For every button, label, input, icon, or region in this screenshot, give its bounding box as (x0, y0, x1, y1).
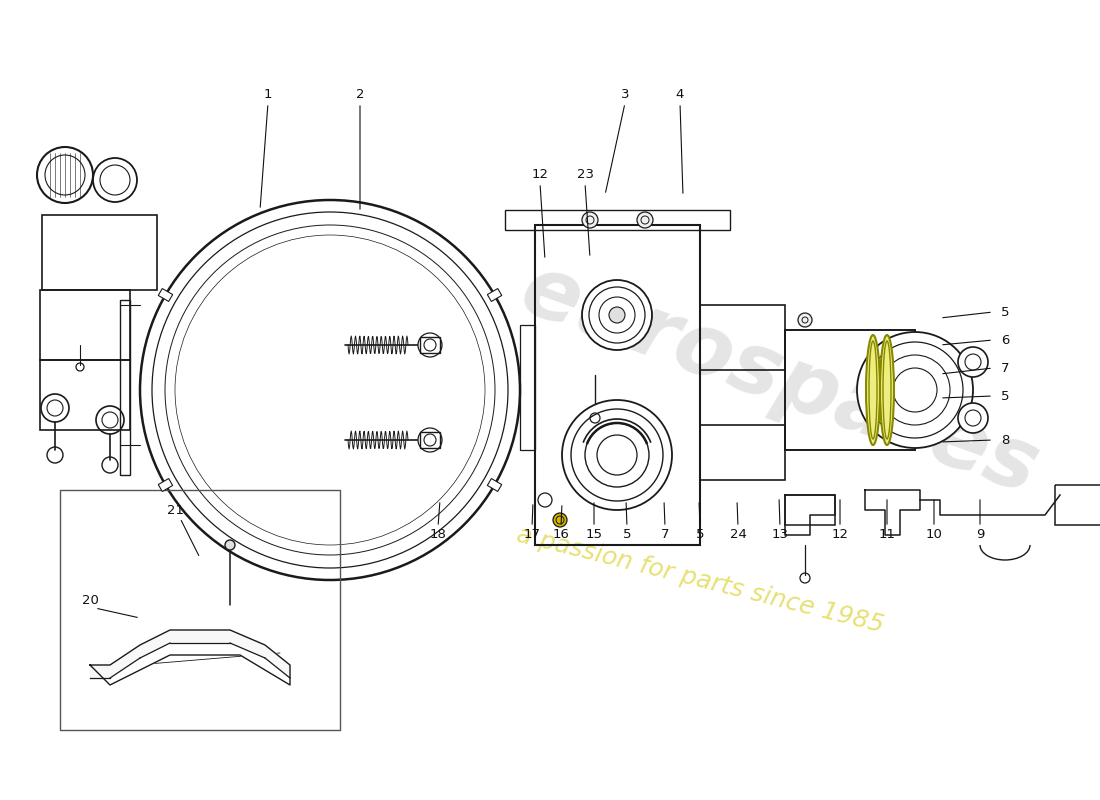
Polygon shape (230, 630, 265, 658)
Polygon shape (170, 630, 230, 643)
Polygon shape (140, 630, 170, 658)
Bar (120, 300, 130, 475)
Bar (1055, 485, 1100, 525)
Circle shape (609, 307, 625, 323)
Ellipse shape (883, 341, 891, 439)
Text: 5: 5 (623, 529, 631, 542)
Polygon shape (265, 645, 290, 678)
Ellipse shape (869, 341, 877, 439)
Text: 2: 2 (355, 89, 364, 102)
Circle shape (857, 332, 974, 448)
Text: 18: 18 (430, 529, 447, 542)
Text: 16: 16 (552, 529, 570, 542)
Circle shape (637, 212, 653, 228)
Polygon shape (90, 665, 110, 678)
Polygon shape (90, 630, 290, 685)
Bar (40, 290, 130, 360)
Bar (700, 425, 785, 480)
Bar (40, 360, 130, 430)
Bar (420, 432, 440, 448)
Circle shape (582, 212, 598, 228)
Text: 8: 8 (1001, 434, 1009, 446)
Text: 7: 7 (661, 529, 669, 542)
Circle shape (226, 540, 235, 550)
Text: 11: 11 (879, 529, 895, 542)
Circle shape (958, 403, 988, 433)
Circle shape (418, 428, 442, 452)
Text: 5: 5 (1001, 306, 1010, 318)
Polygon shape (785, 495, 835, 535)
Bar (420, 337, 440, 353)
Bar (505, 210, 730, 230)
Bar (487, 289, 502, 302)
Text: 3: 3 (620, 89, 629, 102)
Bar (158, 478, 173, 491)
Text: 5: 5 (695, 529, 704, 542)
Text: 10: 10 (925, 529, 943, 542)
Text: 12: 12 (531, 169, 549, 182)
Circle shape (562, 400, 672, 510)
Text: 6: 6 (1001, 334, 1009, 346)
Bar (487, 478, 502, 491)
Text: 4: 4 (675, 89, 684, 102)
Bar (785, 330, 915, 450)
Polygon shape (110, 645, 140, 678)
Circle shape (582, 280, 652, 350)
Text: 20: 20 (81, 594, 98, 606)
Circle shape (418, 333, 442, 357)
Text: 5: 5 (1001, 390, 1010, 402)
Text: 15: 15 (585, 529, 603, 542)
Ellipse shape (880, 335, 894, 445)
Circle shape (958, 347, 988, 377)
Ellipse shape (866, 335, 880, 445)
Text: a passion for parts since 1985: a passion for parts since 1985 (514, 522, 887, 638)
Text: 24: 24 (729, 529, 747, 542)
Text: 7: 7 (1001, 362, 1010, 374)
Text: 21: 21 (166, 503, 184, 517)
Text: 23: 23 (576, 169, 594, 182)
Circle shape (553, 513, 566, 527)
Bar (42, 215, 157, 290)
Bar (700, 305, 785, 370)
Bar (535, 225, 700, 545)
Text: 1: 1 (264, 89, 273, 102)
Circle shape (798, 313, 812, 327)
Bar (60, 490, 340, 730)
Text: 17: 17 (524, 529, 540, 542)
Text: 9: 9 (976, 529, 984, 542)
Text: 12: 12 (832, 529, 848, 542)
Bar (785, 495, 835, 525)
Bar (520, 325, 535, 450)
Polygon shape (865, 490, 920, 535)
Text: eurospares: eurospares (510, 248, 1050, 512)
Text: 13: 13 (771, 529, 789, 542)
Bar (158, 289, 173, 302)
